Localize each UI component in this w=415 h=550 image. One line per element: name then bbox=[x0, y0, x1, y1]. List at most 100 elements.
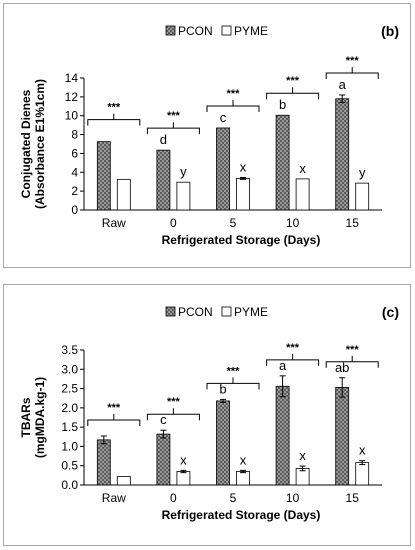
chart-panel-b: (b) PCON PYME 0 2 4 6 8 10 12 14 Conjugated Dienes(… bbox=[3, 3, 411, 268]
y-tick-label: 3.5 bbox=[61, 343, 78, 357]
bar-pcon bbox=[96, 141, 111, 211]
significance-bracket bbox=[266, 92, 320, 100]
significance-bracket bbox=[325, 72, 379, 79]
bar-pcon bbox=[335, 387, 350, 486]
significance-letter: x bbox=[240, 159, 247, 174]
significance-bracket bbox=[266, 359, 320, 366]
significance-letter: c bbox=[220, 110, 227, 125]
significance-bracket bbox=[87, 119, 141, 126]
chart-b-svg: (b) PCON PYME 0 2 4 6 8 10 12 14 Conjugated Dienes(… bbox=[19, 23, 399, 247]
significance-letter: y bbox=[180, 164, 187, 179]
y-tick-label: 10 bbox=[65, 109, 79, 123]
bar-pyme bbox=[116, 178, 131, 211]
panel-label: (b) bbox=[381, 23, 399, 39]
significance-letter: x bbox=[299, 448, 306, 463]
y-axis-label-line1: TBARs bbox=[19, 397, 33, 437]
bar-pyme bbox=[176, 471, 191, 486]
significance-stars: *** bbox=[346, 55, 360, 67]
x-tick-label: 0 bbox=[170, 491, 177, 505]
significance-letter: b bbox=[279, 97, 286, 112]
legend-label-pcon: PCON bbox=[178, 24, 213, 38]
y-axis-label-line2: (Absorbance E1%1cm) bbox=[33, 79, 47, 209]
bar-pyme bbox=[176, 181, 191, 211]
bar-pcon bbox=[216, 127, 230, 211]
panel-label: (c) bbox=[382, 304, 399, 320]
y-tick-label: 12 bbox=[65, 90, 79, 104]
significance-letter: a bbox=[279, 358, 287, 373]
chart-c-svg: (c) PCON PYME 0.0 0.5 1.0 1.5 2.0 2.5 3.0 3.5 TBARs… bbox=[19, 304, 399, 522]
legend-swatch-pcon bbox=[165, 25, 176, 36]
significance-stars: *** bbox=[107, 402, 121, 414]
x-axis-label: Refrigerated Storage (Days) bbox=[162, 508, 321, 522]
significance-letter: d bbox=[160, 132, 167, 147]
y-tick-label: 14 bbox=[65, 71, 79, 85]
x-tick-label: 15 bbox=[346, 491, 360, 505]
y-tick-label: 8 bbox=[71, 128, 78, 142]
significance-bracket bbox=[87, 419, 141, 427]
bar-pcon bbox=[96, 439, 111, 486]
significance-stars: *** bbox=[286, 75, 300, 87]
significance-letter: x bbox=[359, 443, 366, 458]
significance-letter: c bbox=[160, 412, 167, 427]
significance-stars: *** bbox=[227, 365, 241, 377]
y-axis-label-line2: (mgMDA.kg-1) bbox=[33, 377, 47, 458]
y-tick-label: 6 bbox=[71, 146, 78, 160]
significance-stars: *** bbox=[286, 342, 300, 354]
y-tick-label: 1.0 bbox=[61, 439, 78, 453]
significance-stars: *** bbox=[167, 110, 181, 122]
significance-letter: b bbox=[219, 381, 226, 396]
significance-stars: *** bbox=[167, 396, 181, 408]
x-tick-label: Raw bbox=[102, 216, 126, 230]
x-tick-label: 15 bbox=[346, 216, 360, 230]
y-tick-label: 0 bbox=[71, 203, 78, 217]
significance-bracket bbox=[206, 105, 260, 112]
y-tick-label: 1.5 bbox=[61, 420, 78, 434]
legend-label-pyme: PYME bbox=[234, 305, 268, 319]
y-tick-label: 4 bbox=[71, 165, 78, 179]
bar-pyme bbox=[236, 178, 250, 211]
significance-bracket bbox=[146, 127, 200, 135]
chart-panel-c: (c) PCON PYME 0.0 0.5 1.0 1.5 2.0 2.5 3.0 3.5 TBARs… bbox=[3, 284, 411, 546]
y-tick-label: 0.0 bbox=[61, 478, 78, 492]
significance-letter: y bbox=[359, 165, 366, 180]
x-tick-label: 5 bbox=[230, 491, 237, 505]
bar-pyme bbox=[116, 476, 131, 486]
bar-pyme bbox=[236, 471, 250, 486]
bar-pyme bbox=[355, 182, 370, 211]
y-tick-label: 2 bbox=[71, 184, 78, 198]
significance-letter: x bbox=[299, 161, 306, 176]
y-axis-label-line1: Conjugated Dienes bbox=[19, 89, 33, 198]
bar-pcon bbox=[275, 385, 290, 486]
significance-bracket bbox=[206, 382, 260, 390]
x-tick-label: 10 bbox=[286, 491, 300, 505]
bar-pcon bbox=[275, 114, 290, 211]
significance-bracket bbox=[146, 413, 200, 421]
significance-stars: *** bbox=[107, 102, 121, 114]
x-tick-label: 0 bbox=[170, 216, 177, 230]
x-tick-label: 10 bbox=[286, 216, 300, 230]
y-tick-label: 2.5 bbox=[61, 382, 78, 396]
bar-pcon bbox=[216, 400, 230, 486]
significance-letter: a bbox=[339, 77, 347, 92]
bar-pcon bbox=[335, 98, 350, 211]
y-tick-label: 3.0 bbox=[61, 362, 78, 376]
x-tick-label: 5 bbox=[230, 216, 237, 230]
legend-swatch-pyme bbox=[221, 25, 232, 36]
bar-pcon bbox=[156, 149, 171, 211]
significance-letter: x bbox=[180, 452, 187, 467]
y-tick-label: 2.0 bbox=[61, 401, 78, 415]
bar-pyme bbox=[295, 178, 310, 211]
bar-pyme bbox=[355, 462, 370, 486]
significance-letter: ab bbox=[335, 360, 349, 375]
y-tick-label: 0.5 bbox=[61, 459, 78, 473]
bar-pcon bbox=[156, 433, 171, 486]
significance-letter: x bbox=[240, 452, 247, 467]
legend-label-pyme: PYME bbox=[234, 24, 268, 38]
x-tick-label: Raw bbox=[102, 491, 126, 505]
legend-swatch-pcon bbox=[165, 306, 176, 317]
x-axis-label: Refrigerated Storage (Days) bbox=[162, 233, 321, 247]
legend-label-pcon: PCON bbox=[178, 305, 213, 319]
significance-stars: *** bbox=[227, 88, 241, 100]
legend-swatch-pyme bbox=[221, 306, 232, 317]
significance-stars: *** bbox=[346, 344, 360, 356]
